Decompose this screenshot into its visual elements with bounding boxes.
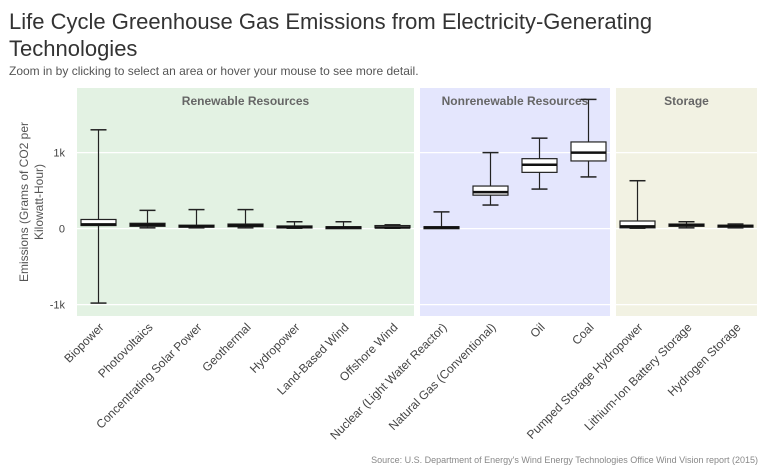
y-axis-label-line: Kilowatt-Hour) [32, 164, 46, 240]
y-axis-label: Emissions (Grams of CO2 perKilowatt-Hour… [17, 122, 46, 282]
group-background [77, 88, 414, 316]
box-plot[interactable] [717, 223, 754, 229]
box-plot[interactable] [619, 179, 656, 229]
group-backgrounds [77, 88, 757, 316]
box-plot[interactable] [423, 211, 460, 230]
box-plot[interactable] [521, 137, 558, 190]
y-axis-label-line: Emissions (Grams of CO2 per [17, 122, 31, 282]
group-background [616, 88, 757, 316]
y-tick-label: -1k [50, 300, 66, 312]
box-iqr [472, 185, 509, 196]
x-tick-label: Oil [527, 320, 547, 340]
box-plot[interactable] [276, 221, 313, 229]
y-tick-label: 1k [53, 148, 65, 160]
box-plot[interactable] [472, 151, 509, 206]
box-plot[interactable] [178, 208, 215, 229]
box-plot[interactable] [374, 224, 411, 229]
box-plots[interactable] [80, 98, 754, 304]
group-labels: Renewable Resources Nonrenewable Resource… [182, 94, 709, 108]
page-title: Life Cycle Greenhouse Gas Emissions from… [9, 9, 653, 61]
box-plot[interactable] [227, 208, 264, 229]
box-plot[interactable] [570, 98, 607, 178]
y-tick-label: 0 [59, 224, 65, 236]
box-plot[interactable] [668, 221, 705, 229]
page-subtitle: Zoom in by clicking to select an area or… [9, 64, 419, 78]
group-background [420, 88, 610, 316]
x-tick-label: Geothermal [199, 320, 253, 374]
source-note: Source: U.S. Department of Energy's Wind… [371, 455, 758, 465]
x-tick-label: Coal [569, 320, 596, 347]
box-iqr [619, 220, 656, 229]
group-label: Storage [664, 94, 709, 108]
box-plot[interactable] [80, 129, 117, 304]
y-axis-ticks: -1k 0 1k [50, 148, 66, 312]
box-plot[interactable] [129, 209, 166, 229]
x-tick-label: Concentrating Solar Power [93, 320, 204, 431]
grid-lines [74, 152, 760, 306]
x-tick-label: Biopower [61, 320, 106, 365]
group-label: Nonrenewable Resources [442, 94, 589, 108]
box-plot[interactable] [325, 221, 362, 230]
group-label: Renewable Resources [182, 94, 310, 108]
